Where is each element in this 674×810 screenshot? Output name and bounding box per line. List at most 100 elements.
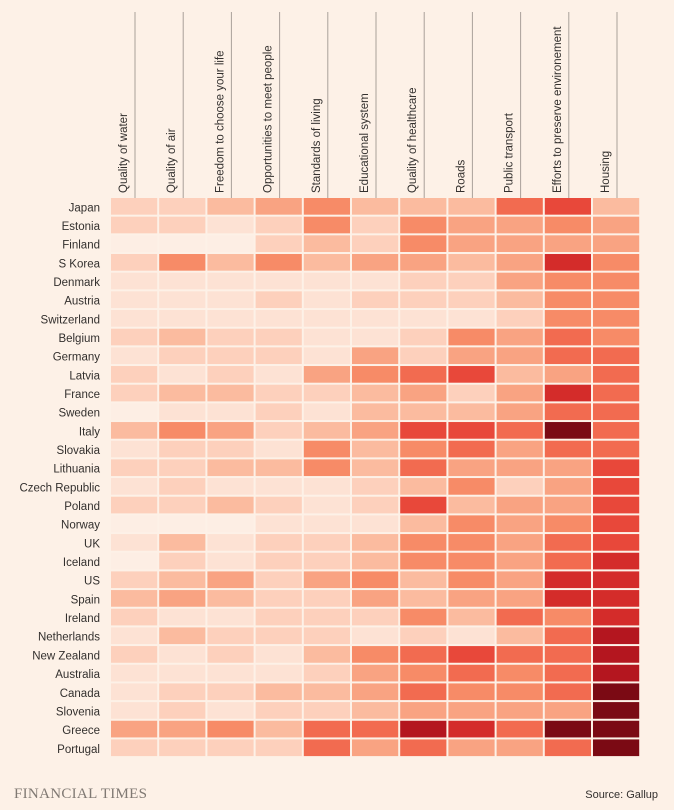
heatmap-cell xyxy=(496,328,543,346)
heatmap-cell xyxy=(448,534,495,551)
heatmap-cell xyxy=(400,366,447,383)
heatmap-cell xyxy=(496,403,543,421)
heatmap-cell xyxy=(400,384,447,402)
row-label: Spain xyxy=(71,594,100,606)
column-label: Quality of air xyxy=(166,128,178,193)
heatmap-cell xyxy=(159,347,206,365)
heatmap-cell xyxy=(544,216,591,234)
heatmap-cell xyxy=(159,739,206,757)
heatmap-cell xyxy=(448,702,495,719)
heatmap-cell xyxy=(255,664,302,682)
heatmap-cell xyxy=(207,459,254,477)
heatmap-cell xyxy=(255,496,302,514)
heatmap-cell xyxy=(352,403,399,421)
heatmap-cell xyxy=(352,422,399,439)
heatmap-cell xyxy=(111,198,158,215)
heatmap-cell xyxy=(448,720,495,738)
heatmap-cell xyxy=(496,422,543,439)
heatmap-cell xyxy=(352,384,399,402)
heatmap-cell xyxy=(159,272,206,290)
row-label: Denmark xyxy=(53,277,100,289)
heatmap-cell xyxy=(593,496,640,514)
heatmap-cell xyxy=(303,702,350,719)
heatmap-cell xyxy=(111,459,158,477)
heatmap-cell xyxy=(448,366,495,383)
heatmap-cell xyxy=(496,515,543,533)
heatmap-cell xyxy=(352,627,399,645)
heatmap-cell xyxy=(400,440,447,458)
row-label: Finland xyxy=(62,240,100,252)
heatmap-cell xyxy=(496,366,543,383)
row-label: Ireland xyxy=(65,613,100,625)
heatmap-cell xyxy=(352,347,399,365)
row-label: Czech Republic xyxy=(19,482,100,494)
heatmap-cell xyxy=(303,515,350,533)
heatmap-cell xyxy=(544,720,591,738)
heatmap-cell xyxy=(352,683,399,701)
heatmap-cell xyxy=(496,720,543,738)
heatmap-cell xyxy=(255,683,302,701)
heatmap-cell xyxy=(593,646,640,663)
heatmap-cell xyxy=(496,272,543,290)
heatmap-cell xyxy=(207,347,254,365)
heatmap-cell xyxy=(400,739,447,757)
heatmap-cell xyxy=(207,310,254,327)
column-label: Educational system xyxy=(359,93,371,193)
heatmap-cell xyxy=(207,291,254,309)
heatmap-cell xyxy=(111,739,158,757)
heatmap-cell xyxy=(111,422,158,439)
heatmap-cell xyxy=(448,403,495,421)
row-label: UK xyxy=(84,538,100,550)
heatmap-cell xyxy=(303,403,350,421)
heatmap-cell xyxy=(207,254,254,271)
heatmap-cell xyxy=(255,646,302,663)
heatmap-cell xyxy=(159,254,206,271)
heatmap-cell xyxy=(593,403,640,421)
heatmap-cell xyxy=(400,235,447,253)
heatmap-cell xyxy=(111,384,158,402)
heatmap-cell xyxy=(207,534,254,551)
heatmap-cell xyxy=(303,459,350,477)
heatmap-cell xyxy=(496,254,543,271)
heatmap-cell xyxy=(303,216,350,234)
heatmap-cell xyxy=(448,739,495,757)
heatmap-cell xyxy=(400,496,447,514)
heatmap-cell xyxy=(111,366,158,383)
heatmap-cell xyxy=(255,627,302,645)
heatmap-cell xyxy=(207,272,254,290)
heatmap-cell xyxy=(207,515,254,533)
heatmap-cell xyxy=(448,515,495,533)
heatmap-cell xyxy=(303,291,350,309)
source-note: Source: Gallup xyxy=(585,789,658,801)
heatmap-cell xyxy=(544,608,591,626)
heatmap-cell xyxy=(159,534,206,551)
heatmap-cell xyxy=(496,347,543,365)
heatmap-cell xyxy=(448,478,495,495)
row-label: Netherlands xyxy=(38,632,100,644)
heatmap-cell xyxy=(255,272,302,290)
heatmap-cell xyxy=(303,384,350,402)
heatmap-cell xyxy=(207,739,254,757)
heatmap-cell xyxy=(303,254,350,271)
heatmap-cell xyxy=(593,683,640,701)
heatmap-cell xyxy=(207,422,254,439)
heatmap-cell xyxy=(207,328,254,346)
heatmap-cell xyxy=(496,440,543,458)
heatmap-cell xyxy=(111,254,158,271)
heatmap-cell xyxy=(448,683,495,701)
heatmap-cell xyxy=(593,478,640,495)
heatmap-cell xyxy=(593,720,640,738)
heatmap-cell xyxy=(352,254,399,271)
heatmap-cell xyxy=(352,328,399,346)
heatmap-cell xyxy=(400,291,447,309)
heatmap-cell xyxy=(400,422,447,439)
heatmap-cell xyxy=(448,590,495,607)
heatmap-cell xyxy=(207,384,254,402)
heatmap-cell xyxy=(303,198,350,215)
row-label: France xyxy=(64,389,100,401)
heatmap-cell xyxy=(544,552,591,570)
heatmap-cell xyxy=(448,272,495,290)
heatmap-cell xyxy=(303,272,350,290)
heatmap-cell xyxy=(111,534,158,551)
heatmap-cell xyxy=(207,627,254,645)
